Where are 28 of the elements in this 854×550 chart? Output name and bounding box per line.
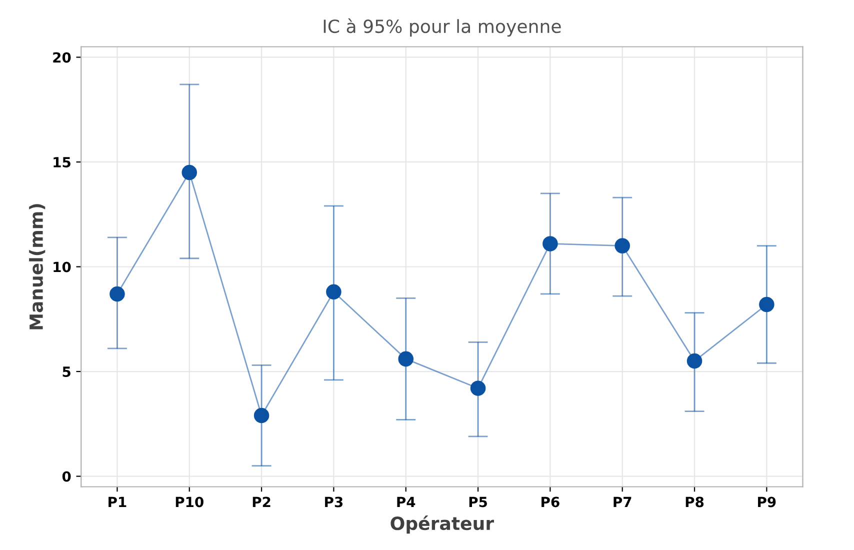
y-tick-label: 15 (54, 157, 70, 168)
x-tick-label: P2 (252, 496, 270, 508)
y-axis-title: Manuel(mm) (29, 204, 46, 330)
x-tick-label: P3 (325, 496, 343, 508)
y-tick-label: 20 (53, 52, 71, 63)
x-tick-label: P4 (397, 496, 416, 508)
x-tick-label: P5 (469, 496, 487, 508)
x-axis-title: Opérateur (390, 515, 494, 534)
point (398, 351, 414, 367)
point (759, 296, 774, 312)
y-tick-label: 5 (62, 366, 70, 377)
point (254, 408, 270, 424)
x-tick-label: P1 (108, 496, 126, 508)
x-tick-label: P7 (614, 496, 632, 508)
x-tick-label: P9 (758, 496, 776, 508)
point (686, 353, 702, 369)
point (542, 236, 558, 252)
x-tick-label: P10 (176, 496, 204, 508)
point (614, 238, 630, 254)
x-tick-label: P8 (686, 496, 704, 508)
point (326, 284, 342, 300)
point (110, 286, 125, 302)
y-tick-label: 10 (54, 262, 71, 272)
point (470, 380, 486, 396)
point (182, 164, 198, 180)
y-tick-label: 0 (62, 471, 71, 482)
x-tick-label: P6 (542, 496, 560, 508)
chart-title: IC à 95% pour la moyenne (324, 18, 561, 37)
